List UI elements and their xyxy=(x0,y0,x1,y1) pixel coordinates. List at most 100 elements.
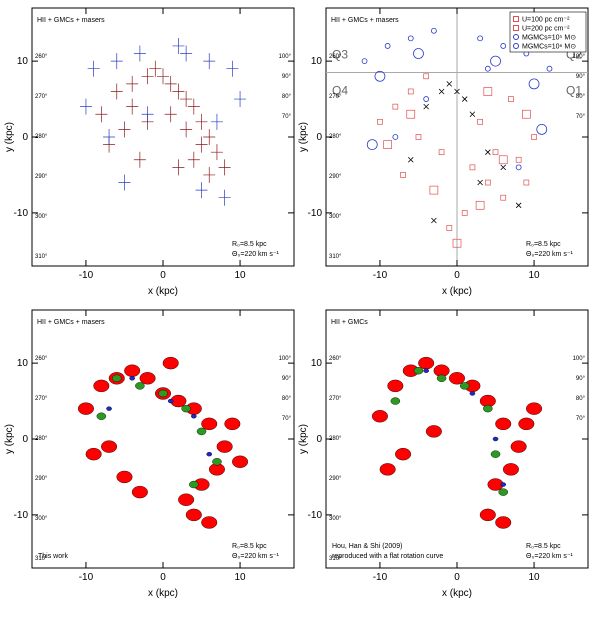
point xyxy=(430,27,437,34)
contour-blob xyxy=(379,463,396,476)
longitude-label: 310° xyxy=(35,556,48,562)
point xyxy=(400,172,406,178)
x-axis-label: x (kpc) xyxy=(148,588,178,599)
longitude-label: 310° xyxy=(329,556,342,562)
longitude-label: 270° xyxy=(329,94,342,100)
point xyxy=(429,185,439,195)
point xyxy=(218,159,231,176)
parameter-note: R₀=8.5 kpc xyxy=(526,543,561,550)
point xyxy=(118,174,131,191)
longitude-label: 70° xyxy=(282,416,292,422)
contour-blob xyxy=(129,376,135,381)
point xyxy=(366,139,378,150)
point xyxy=(392,103,399,110)
contour-blob xyxy=(139,372,156,385)
y-tick-label: 0 xyxy=(316,132,322,143)
contour-blob xyxy=(162,356,179,370)
point xyxy=(469,164,476,171)
contour-blob xyxy=(526,402,543,415)
point xyxy=(500,194,507,201)
corner-note: This work xyxy=(38,553,68,560)
parameter-note: Θ₀=220 km s⁻¹ xyxy=(526,553,574,560)
contour-blob xyxy=(387,379,404,393)
contour-blob xyxy=(96,412,107,420)
point xyxy=(483,87,493,96)
longitude-label: 280° xyxy=(329,436,342,442)
quadrant-label: Q3 xyxy=(332,48,348,62)
contour-blob xyxy=(425,425,442,438)
point xyxy=(515,202,522,209)
point xyxy=(515,156,522,163)
point xyxy=(361,58,368,65)
longitude-label: 80° xyxy=(576,94,586,100)
contour-blob xyxy=(181,404,191,413)
longitude-label: 300° xyxy=(35,516,48,522)
point xyxy=(377,118,383,125)
parameter-note: R₀=8.5 kpc xyxy=(232,543,267,550)
point xyxy=(172,159,185,176)
point xyxy=(454,88,460,95)
longitude-label: 290° xyxy=(35,476,48,482)
plot-frame xyxy=(31,7,295,267)
x-tick-label: 10 xyxy=(528,270,540,281)
point xyxy=(469,111,476,118)
corner-note: reproduced with a flat rotation curve xyxy=(332,553,443,560)
contour-blob xyxy=(495,516,512,529)
contour-blob xyxy=(490,450,501,458)
points xyxy=(79,37,247,206)
x-axis-label: x (kpc) xyxy=(148,286,178,297)
x-tick-label: 0 xyxy=(160,572,166,583)
longitude-label: 100° xyxy=(573,54,586,60)
y-axis-label: y (kpc) xyxy=(4,122,15,152)
point xyxy=(523,179,530,186)
point xyxy=(164,75,177,92)
point xyxy=(500,164,507,171)
longitude-label: 260° xyxy=(35,54,48,60)
longitude-label: 70° xyxy=(576,416,586,422)
contour-blob xyxy=(498,488,508,496)
longitude-label: 100° xyxy=(279,356,292,362)
legend-marker xyxy=(513,43,519,49)
parameter-note: Θ₀=220 km s⁻¹ xyxy=(232,251,280,258)
longitude-label: 90° xyxy=(576,74,586,80)
contour-blob xyxy=(423,368,429,373)
longitude-label: 260° xyxy=(35,356,48,362)
plot-frame xyxy=(31,309,295,569)
points xyxy=(77,356,249,529)
point xyxy=(438,88,445,95)
y-tick-label: 0 xyxy=(316,434,322,445)
point xyxy=(522,109,531,119)
point xyxy=(157,68,169,85)
point xyxy=(126,75,139,92)
point xyxy=(407,88,414,95)
point xyxy=(531,134,537,140)
x-axis-label: x (kpc) xyxy=(442,588,472,599)
contour-blob xyxy=(224,417,241,431)
longitude-label: 70° xyxy=(576,114,586,120)
y-axis-label: y (kpc) xyxy=(4,424,15,454)
longitude-label: 80° xyxy=(282,396,292,402)
point xyxy=(477,179,483,186)
point xyxy=(475,200,485,210)
longitude-label: 260° xyxy=(329,356,342,362)
contour-blob xyxy=(232,455,249,468)
legend-label: MGMCs=10⁶ M⊙ xyxy=(522,44,576,51)
y-tick-label: 10 xyxy=(311,358,323,369)
point xyxy=(515,164,522,171)
y-tick-label: -10 xyxy=(308,208,323,219)
point xyxy=(508,96,514,102)
x-tick-label: 10 xyxy=(234,270,246,281)
longitude-label: 300° xyxy=(35,214,48,220)
y-tick-label: 0 xyxy=(22,132,28,143)
point xyxy=(180,45,193,62)
point xyxy=(203,53,216,70)
y-tick-label: 10 xyxy=(17,56,29,67)
contour-blob xyxy=(201,417,218,431)
point xyxy=(528,78,540,90)
legend-box xyxy=(509,11,587,53)
contour-blob xyxy=(93,379,110,393)
point xyxy=(415,134,422,140)
contour-blob xyxy=(85,447,102,461)
longitude-label: 280° xyxy=(35,134,48,140)
